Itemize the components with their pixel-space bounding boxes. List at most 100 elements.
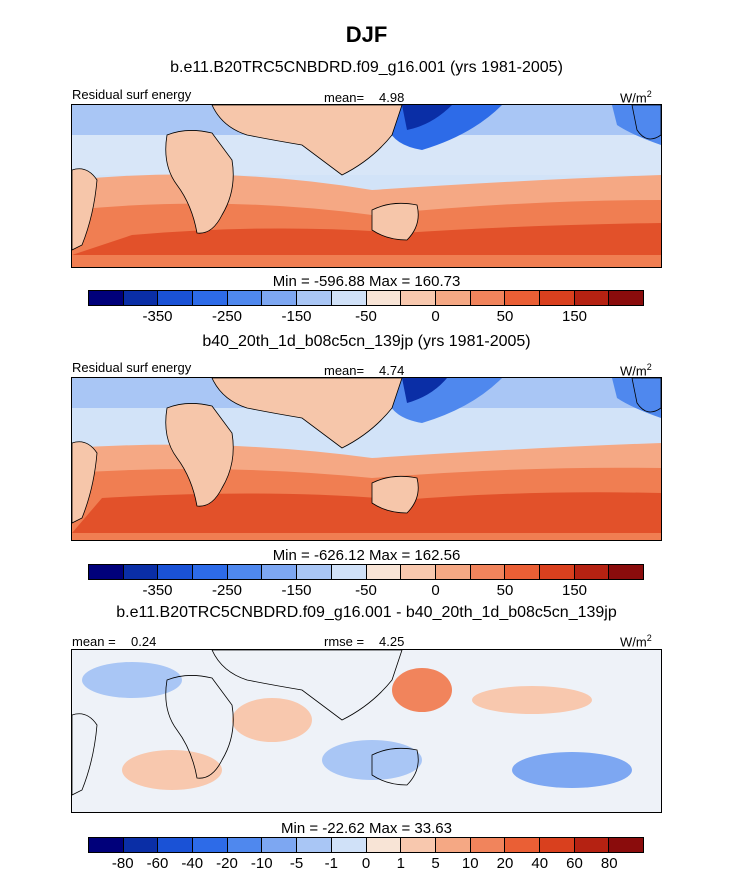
- south-america-land: [72, 441, 98, 524]
- africa-land: [165, 403, 234, 507]
- eurasia-coast: [211, 650, 403, 721]
- colorbar-tick-label: 50: [496, 308, 514, 325]
- colorbar-swatch: [366, 565, 402, 579]
- colorbar-swatch: [123, 565, 159, 579]
- colorbar-swatch: [435, 838, 471, 852]
- panel2-units: W/m2: [620, 362, 652, 379]
- panel2-colorbar-ticks: -350 -250 -150 -50 0 50 150: [88, 582, 644, 600]
- panel1-mean-label: mean=: [324, 90, 365, 105]
- anomaly-blob: [232, 698, 312, 742]
- colorbar-tick-label: 20: [496, 855, 514, 872]
- colorbar-tick-label: 60: [566, 855, 583, 872]
- eurasia-land: [211, 378, 403, 449]
- colorbar-swatch: [435, 565, 471, 579]
- colorbar-tick-label: -50: [355, 582, 377, 599]
- colorbar-tick-label: -80: [111, 855, 134, 872]
- colorbar-tick-label: 150: [561, 582, 588, 599]
- figure-title: DJF: [345, 22, 388, 47]
- colorbar-swatch: [505, 565, 540, 579]
- panel2-map-field: [72, 378, 661, 540]
- panel2-subtitle: b40_20th_1d_b08c5cn_139jp (yrs 1981-2005…: [202, 333, 531, 350]
- colorbar-tick-label: 50: [496, 582, 514, 599]
- colorbar-swatch: [158, 838, 194, 852]
- colorbar-tick-label: 40: [531, 855, 549, 872]
- panel3-rmse-value: 4.25: [379, 634, 405, 649]
- colorbar-swatch: [123, 291, 159, 305]
- gulfstream-low: [612, 378, 661, 418]
- south-america-land: [72, 168, 98, 251]
- colorbar-tick-label: -40: [181, 855, 204, 872]
- panel3-mean-label: mean =: [72, 634, 116, 649]
- panel3-minmax: Min = -22.62 Max = 33.63: [281, 820, 452, 837]
- colorbar-swatch: [505, 838, 540, 852]
- colorbar-tick-label: -250: [211, 308, 243, 325]
- colorbar-swatch: [262, 565, 298, 579]
- panel1-left-label: Residual surf energy: [72, 87, 192, 102]
- panel1-map: [71, 104, 662, 268]
- panel3-colorbar-ticks: -80 -60 -40 -20 -10 -5 -1 0 1 5 10 20 40 60 80: [88, 855, 644, 873]
- kuroshio-core: [402, 378, 447, 403]
- colorbar-swatch: [609, 565, 643, 579]
- colorbar-swatch: [435, 291, 471, 305]
- colorbar-swatch: [366, 838, 402, 852]
- colorbar-swatch: [227, 291, 263, 305]
- colorbar-swatch: [505, 291, 540, 305]
- colorbar-swatch: [262, 838, 298, 852]
- colorbar-swatch: [470, 565, 506, 579]
- colorbar-swatch: [331, 565, 367, 579]
- colorbar-swatch: [470, 838, 506, 852]
- panel2-colorbar: [88, 564, 644, 580]
- gulfstream-low: [612, 105, 661, 145]
- colorbar-swatch: [193, 291, 228, 305]
- panel2-left-label: Residual surf energy: [72, 360, 192, 375]
- colorbar-tick-label: 0: [431, 582, 440, 599]
- anomaly-blob: [122, 750, 222, 790]
- colorbar-swatch: [609, 291, 643, 305]
- panel2-minmax: Min = -626.12 Max = 162.56: [272, 547, 461, 564]
- africa-coast: [165, 675, 234, 779]
- colorbar-swatch: [574, 838, 610, 852]
- panel1-minmax: Min = -596.88 Max = 160.73: [272, 273, 461, 290]
- colorbar-swatch: [297, 838, 332, 852]
- colorbar-tick-label: -60: [146, 855, 169, 872]
- colorbar-swatch: [401, 291, 436, 305]
- colorbar-swatch: [401, 565, 436, 579]
- panel1-units: W/m2: [620, 89, 652, 106]
- anomaly-blob: [512, 752, 632, 788]
- panel3-units: W/m2: [620, 633, 652, 650]
- colorbar-tick-label: 1: [396, 855, 405, 872]
- africa-land: [165, 130, 234, 234]
- colorbar-swatch: [574, 291, 610, 305]
- eurasia-land: [211, 105, 403, 176]
- anomaly-blob: [82, 662, 182, 698]
- panel1-colorbar: [88, 290, 644, 306]
- southern-deep-band: [72, 492, 661, 533]
- anomaly-blob: [472, 686, 592, 714]
- colorbar-tick-label: 10: [461, 855, 479, 872]
- colorbar-swatch: [574, 565, 610, 579]
- colorbar-tick-label: -150: [281, 582, 312, 599]
- colorbar-swatch: [89, 565, 124, 579]
- colorbar-swatch: [158, 565, 194, 579]
- panel2-map: [71, 377, 662, 541]
- australia-coast: [371, 747, 419, 786]
- colorbar-swatch: [331, 291, 367, 305]
- colorbar-swatch: [366, 291, 402, 305]
- south-america-coast: [72, 713, 98, 796]
- colorbar-swatch: [470, 291, 506, 305]
- panel3-subtitle: b.e11.B20TRC5CNBDRD.f09_g16.001 - b40_20…: [116, 604, 617, 621]
- colorbar-swatch: [262, 291, 298, 305]
- panel1-mean-value: 4.98: [379, 90, 405, 105]
- north-america-coast: [631, 105, 661, 140]
- panel3-map-field: [72, 650, 661, 812]
- panel2-mean-label: mean=: [324, 363, 365, 378]
- panel1-colorbar-ticks: -350 -250 -150 -50 0 50 150: [88, 308, 644, 326]
- colorbar-tick-label: -350: [142, 582, 173, 599]
- kuroshio-core: [402, 105, 452, 130]
- colorbar-swatch: [123, 838, 159, 852]
- colorbar-tick-label: 150: [561, 308, 588, 325]
- colorbar-swatch: [193, 565, 228, 579]
- colorbar-swatch: [158, 291, 194, 305]
- australia-land: [371, 475, 419, 514]
- panel1-subtitle: b.e11.B20TRC5CNBDRD.f09_g16.001 (yrs 198…: [170, 59, 563, 76]
